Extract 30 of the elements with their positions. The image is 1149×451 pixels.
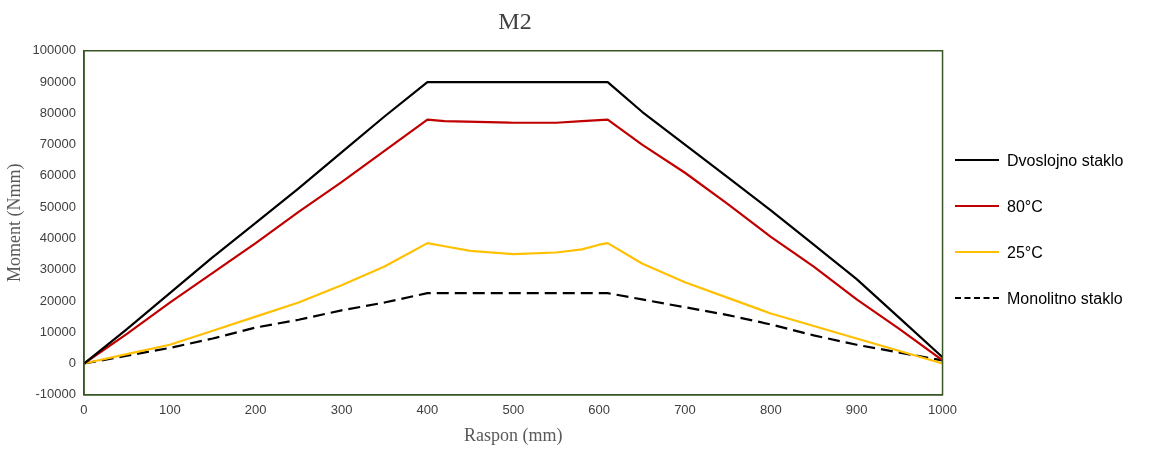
x-axis-title: Raspon (mm): [464, 424, 563, 446]
legend-label: Dvoslojno staklo: [1007, 151, 1124, 171]
legend-label: 80°C: [1007, 197, 1043, 217]
x-tick-label: 0: [80, 402, 88, 418]
x-tick-label: 100: [158, 402, 181, 418]
chart-title: M2: [497, 8, 533, 35]
y-tick-label: 10000: [39, 323, 76, 339]
legend-label: Monolitno staklo: [1007, 289, 1123, 309]
y-tick-label: 0: [68, 355, 76, 371]
y-tick-label: 70000: [39, 136, 76, 152]
y-tick-label: 90000: [39, 73, 76, 89]
x-tick-label: 500: [502, 402, 525, 418]
y-tick-label: -10000: [35, 386, 76, 402]
y-tick-label: 60000: [39, 167, 76, 183]
y-tick-label: 100000: [32, 42, 76, 58]
y-tick-label: 40000: [39, 230, 76, 246]
y-tick-label: 80000: [39, 104, 76, 120]
y-tick-label: 50000: [39, 198, 76, 214]
x-tick-label: 700: [674, 402, 696, 418]
legend-label: 25°C: [1007, 243, 1043, 263]
x-tick-label: 300: [330, 402, 353, 418]
y-tick-label: 20000: [39, 292, 76, 308]
x-tick-label: 400: [416, 402, 439, 418]
x-tick-label: 800: [759, 402, 782, 418]
x-tick-label: 900: [845, 402, 868, 418]
x-tick-label: 1000: [928, 402, 957, 418]
y-tick-label: 30000: [39, 261, 76, 277]
y-axis-title: Moment (Nmm): [3, 163, 25, 283]
x-tick-label: 600: [588, 402, 610, 418]
x-tick-label: 200: [244, 402, 267, 418]
